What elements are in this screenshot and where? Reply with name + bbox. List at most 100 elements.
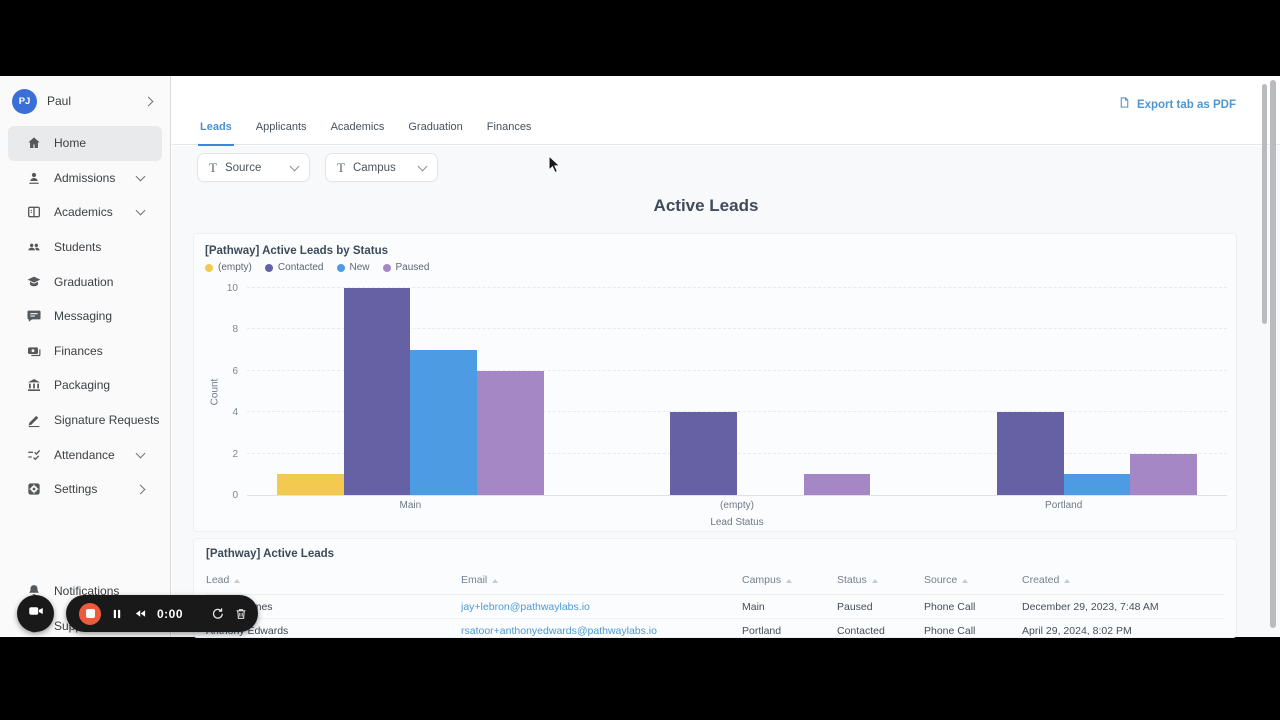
camera-icon bbox=[27, 602, 45, 625]
legend-label: (empty) bbox=[218, 262, 252, 273]
sidebar-item-graduation[interactable]: Graduation bbox=[8, 264, 162, 299]
chat-icon bbox=[26, 308, 42, 324]
sidebar-item-label: Notifications bbox=[54, 584, 120, 599]
sidebar-item-students[interactable]: Students bbox=[8, 230, 162, 265]
sidebar-item-messaging[interactable]: Messaging bbox=[8, 299, 162, 334]
cell-status: Contacted bbox=[837, 619, 924, 637]
stop-icon bbox=[85, 609, 95, 618]
banknote-icon bbox=[26, 343, 42, 359]
bar-empty-Contacted[interactable] bbox=[670, 412, 738, 495]
tab-leads[interactable]: Leads bbox=[198, 121, 234, 144]
bar-Main-empty[interactable] bbox=[277, 474, 344, 495]
stop-recording-button[interactable] bbox=[79, 602, 101, 625]
chevron-down-icon bbox=[135, 206, 146, 216]
legend-item-Contacted[interactable]: Contacted bbox=[264, 262, 324, 273]
cell-email[interactable]: rsatoor+anthonyedwards@pathwaylabs.io bbox=[461, 619, 742, 637]
legend-dot bbox=[336, 263, 345, 272]
bar-Main-Paused[interactable] bbox=[477, 370, 544, 495]
sidebar-item-label: Students bbox=[54, 240, 102, 255]
outer-scrollbar[interactable] bbox=[1270, 80, 1276, 628]
y-tick: 2 bbox=[232, 448, 238, 460]
column-header-source[interactable]: Source bbox=[924, 568, 1022, 595]
x-axis-categories: Main (empty) Portland bbox=[247, 500, 1227, 511]
letterbox-bottom bbox=[0, 637, 1280, 720]
sidebar-item-attendance[interactable]: Attendance bbox=[8, 437, 162, 472]
filter-campus-dropdown[interactable]: T Campus bbox=[325, 153, 438, 182]
checklist-icon bbox=[26, 447, 42, 463]
sort-caret-icon bbox=[786, 579, 793, 583]
restart-recording-button[interactable] bbox=[210, 606, 225, 621]
column-header-created[interactable]: Created bbox=[1022, 568, 1224, 595]
book-icon bbox=[26, 204, 42, 220]
sidebar-item-packaging[interactable]: Packaging bbox=[8, 368, 162, 403]
cell-email[interactable]: jay+lebron@pathwaylabs.io bbox=[461, 595, 742, 619]
filter-source-dropdown[interactable]: T Source bbox=[197, 153, 310, 182]
sidebar-item-label: Messaging bbox=[54, 309, 113, 324]
x-axis-label: Lead Status bbox=[710, 517, 764, 528]
sidebar-item-label: Academics bbox=[54, 205, 113, 220]
bar-slot bbox=[477, 289, 544, 495]
column-header-status[interactable]: Status bbox=[837, 568, 924, 595]
column-header-email[interactable]: Email bbox=[461, 568, 742, 595]
recording-timer: 0:00 bbox=[157, 606, 184, 621]
filter-label: Campus bbox=[352, 161, 396, 174]
column-header-campus[interactable]: Campus bbox=[742, 568, 837, 595]
sidebar-item-label: Packaging bbox=[54, 378, 111, 393]
pause-recording-button[interactable] bbox=[110, 607, 124, 621]
person-icon bbox=[26, 170, 42, 186]
bar-empty-Paused[interactable] bbox=[803, 474, 871, 495]
chevron-down-icon bbox=[135, 171, 146, 182]
sidebar-item-admissions[interactable]: Admissions bbox=[8, 161, 162, 196]
inner-scrollbar[interactable] bbox=[1262, 84, 1267, 324]
sidebar-item-signature-requests[interactable]: Signature Requests bbox=[8, 403, 162, 438]
recorder-toolbar: 0:00 bbox=[66, 595, 258, 632]
user-name: Paul bbox=[47, 94, 72, 108]
export-tab-as-pdf-button[interactable]: Export tab as PDF bbox=[1118, 96, 1236, 114]
legend-item-Paused[interactable]: Paused bbox=[382, 262, 429, 273]
cell-created: April 29, 2024, 8:02 PM bbox=[1022, 619, 1224, 637]
bar-Portland-Paused[interactable] bbox=[1130, 453, 1198, 495]
legend-label: Contacted bbox=[277, 262, 324, 273]
table-title: [Pathway] Active Leads bbox=[206, 548, 335, 560]
filter-bar: T Source T Campus bbox=[197, 153, 438, 182]
filter-label: Source bbox=[224, 161, 262, 174]
chart-card: [Pathway] Active Leads by Status (empty)… bbox=[193, 233, 1237, 532]
tab-applicants[interactable]: Applicants bbox=[255, 121, 307, 133]
gridline bbox=[247, 287, 1227, 288]
bar-Portland-Contacted[interactable] bbox=[997, 412, 1064, 495]
home-icon bbox=[26, 135, 42, 151]
sort-caret-icon bbox=[234, 579, 241, 583]
bar-Portland-New[interactable] bbox=[1063, 474, 1131, 495]
text-filter-icon: T bbox=[209, 159, 217, 175]
sidebar-item-finances[interactable]: Finances bbox=[8, 334, 162, 369]
sort-caret-icon bbox=[871, 579, 878, 583]
chart-plot bbox=[247, 287, 1227, 496]
sidebar-item-label: Home bbox=[54, 136, 87, 151]
delete-recording-button[interactable] bbox=[234, 607, 248, 621]
legend-item-empty[interactable]: (empty) bbox=[205, 262, 252, 273]
tab-graduation[interactable]: Graduation bbox=[408, 121, 463, 133]
bar-group-Main bbox=[247, 288, 574, 495]
app-window: PJ Paul Home Admissions Academics Students G… bbox=[0, 76, 1280, 638]
text-filter-icon: T bbox=[337, 159, 345, 175]
sidebar-item-academics[interactable]: Academics bbox=[8, 195, 162, 230]
camera-bubble-button[interactable] bbox=[17, 595, 54, 632]
user-menu[interactable]: PJ Paul bbox=[0, 76, 170, 126]
sidebar-item-home[interactable]: Home bbox=[8, 126, 162, 161]
bar-Main-New[interactable] bbox=[410, 350, 478, 495]
legend-item-New[interactable]: New bbox=[336, 262, 370, 273]
x-category-label: Portland bbox=[1045, 500, 1083, 511]
rewind-button[interactable] bbox=[133, 607, 148, 620]
legend-label: New bbox=[349, 262, 370, 273]
pencil-icon bbox=[26, 412, 42, 428]
tab-finances[interactable]: Finances bbox=[486, 121, 532, 133]
y-tick: 4 bbox=[232, 407, 238, 419]
sidebar-item-settings[interactable]: Settings bbox=[8, 472, 162, 507]
tab-academics[interactable]: Academics bbox=[330, 121, 385, 133]
sidebar-footer-notifications[interactable]: Notifications bbox=[8, 574, 162, 609]
main-content: Export tab as PDF Leads Applicants Academi… bbox=[172, 76, 1280, 638]
bar-Main-Contacted[interactable] bbox=[343, 288, 411, 495]
column-header-lead[interactable]: Lead bbox=[206, 568, 461, 595]
export-label: Export tab as PDF bbox=[1136, 99, 1236, 111]
bar-slot bbox=[737, 289, 804, 495]
